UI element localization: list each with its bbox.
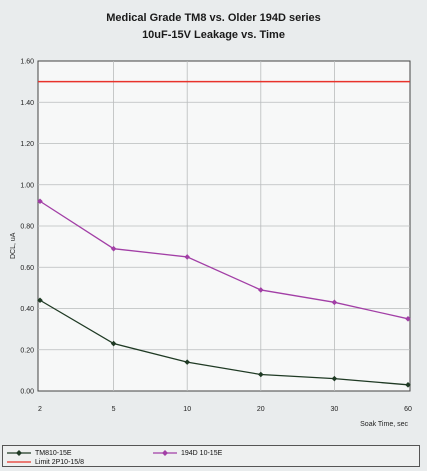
legend-item-limit: Limit 2P10-15/8 <box>7 458 84 466</box>
legend-label-limit: Limit 2P10-15/8 <box>35 458 85 466</box>
data-point <box>405 382 411 388</box>
line-chart: 0.00 0.20 0.40 0.60 0.80 1.00 1.20 1.40 1.60 2 5 10… <box>10 59 412 429</box>
data-point <box>37 297 43 304</box>
y-tick-label: 0.40 <box>20 306 34 313</box>
legend-label-194d: 194D 10-15E <box>181 449 223 457</box>
x-axis-label: Soak Time, sec <box>360 421 408 428</box>
legend-item-194d: 194D 10-15E <box>153 449 222 457</box>
y-tick-label: 1.60 <box>20 59 34 66</box>
x-tick-label: 20 <box>257 406 265 413</box>
series-1 <box>37 198 411 322</box>
x-tick-label: 2 <box>38 406 42 413</box>
data-point <box>110 245 117 252</box>
chart-subtitle: 10uF-15V Leakage vs. Time <box>142 29 285 41</box>
data-point <box>331 375 338 382</box>
series-0 <box>37 297 411 388</box>
y-tick-label: 1.20 <box>20 141 34 148</box>
data-point <box>331 299 338 306</box>
y-tick-label: 1.00 <box>20 182 34 189</box>
data-point <box>258 371 264 378</box>
data-point <box>405 316 411 322</box>
x-tick-label: 30 <box>331 406 339 413</box>
legend: TM810-15E 194D 10-15E Limit 2P10-15/8 <box>2 445 420 467</box>
data-point <box>184 254 190 260</box>
legend-swatch-tm810 <box>7 450 31 456</box>
y-tick-label: 0.00 <box>20 389 34 396</box>
y-tick-label: 0.80 <box>20 224 34 231</box>
x-tick-label: 60 <box>404 406 412 413</box>
data-point <box>110 340 117 347</box>
y-axis-label: DCL, uA <box>10 232 17 259</box>
legend-label-tm810: TM810-15E <box>35 449 72 457</box>
legend-swatch-194d <box>153 450 177 456</box>
data-point <box>258 287 264 293</box>
y-tick-label: 0.20 <box>20 347 34 354</box>
x-tick-label: 10 <box>183 406 191 413</box>
legend-swatch-limit <box>7 461 31 463</box>
x-tick-label: 5 <box>112 406 116 413</box>
series-line <box>39 299 409 386</box>
data-point <box>184 359 190 365</box>
data-point <box>37 198 43 205</box>
series-line <box>39 200 409 320</box>
y-tick-label: 1.40 <box>20 100 34 107</box>
y-tick-label: 0.60 <box>20 265 34 272</box>
legend-item-tm810: TM810-15E <box>7 449 72 457</box>
chart-title: Medical Grade TM8 vs. Older 194D series <box>106 12 321 24</box>
